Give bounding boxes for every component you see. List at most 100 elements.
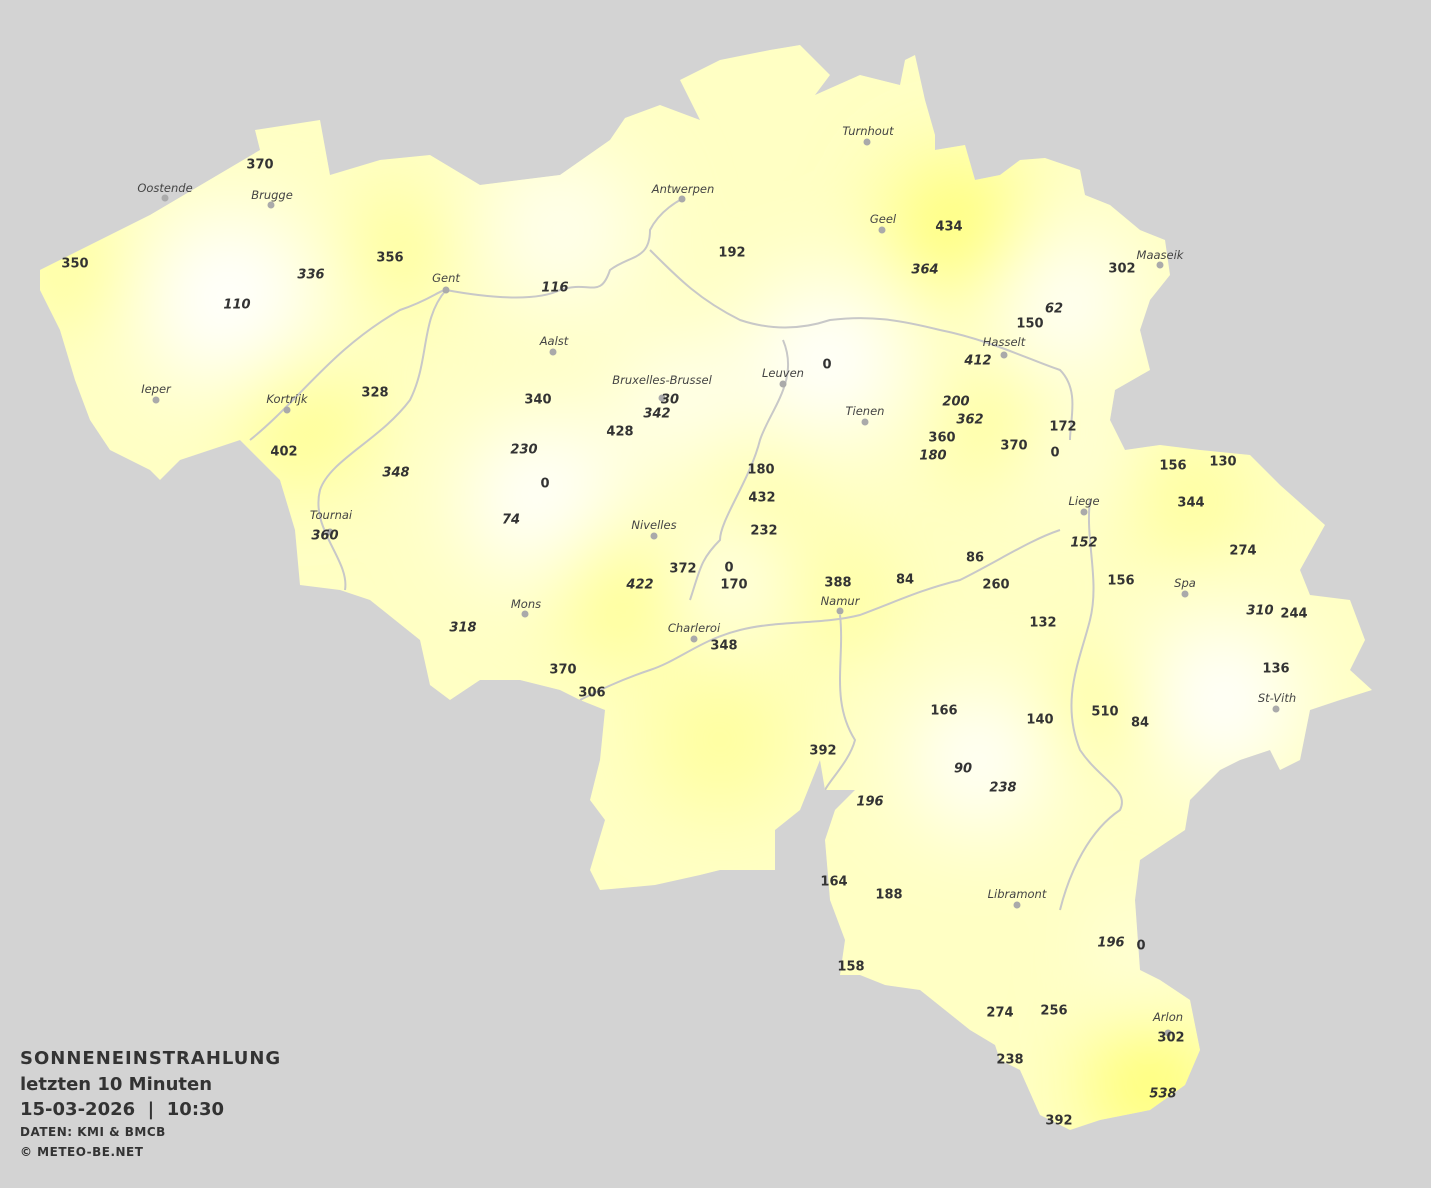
river-border-line: [824, 614, 857, 791]
station-value: 0: [1050, 446, 1059, 461]
river-border-line: [445, 198, 683, 299]
station-value: 188: [875, 888, 902, 903]
station-value: 538: [1149, 1087, 1176, 1102]
city-label: Aalst: [539, 334, 569, 348]
station-value: 344: [1177, 496, 1204, 511]
station-value: 244: [1280, 607, 1307, 622]
city-label: Ieper: [141, 382, 172, 396]
station-value: 74: [502, 513, 520, 528]
city-marker: Geel: [870, 212, 897, 234]
river-border-line: [689, 339, 790, 601]
station-value: 370: [1000, 439, 1027, 454]
station-value: 336: [297, 268, 324, 283]
city-dot: [863, 138, 871, 146]
station-value: 62: [1045, 302, 1063, 317]
station-value: 0: [724, 561, 733, 576]
station-value: 164: [820, 875, 847, 890]
city-label: Namur: [821, 594, 861, 608]
station-value: 372: [669, 562, 696, 577]
city-dot: [161, 194, 169, 202]
city-dot: [861, 418, 869, 426]
city-marker: Charleroi: [668, 621, 721, 643]
city-dot: [521, 610, 529, 618]
city-marker: Maaseik: [1137, 248, 1185, 269]
station-value: 370: [246, 158, 273, 173]
city-marker: Liege: [1068, 494, 1100, 516]
station-value: 256: [1040, 1004, 1067, 1019]
map-period: letzten 10 Minuten: [20, 1074, 213, 1095]
city-dot: [678, 195, 686, 203]
city-marker: Kortrijk: [266, 392, 309, 414]
city-dot: [1272, 705, 1280, 713]
station-value: 232: [750, 524, 777, 539]
station-value: 238: [989, 781, 1016, 796]
city-marker: Arlon: [1152, 1010, 1183, 1037]
irradiance-shade: [990, 230, 1130, 370]
map-datetime: 15-03-2026 | 10:30: [20, 1099, 225, 1120]
city-dot: [1013, 901, 1021, 909]
city-dot: [650, 532, 658, 540]
irradiance-shade: [480, 150, 640, 310]
station-value: 84: [1131, 716, 1149, 731]
river-border-line: [649, 249, 1074, 441]
station-value: 392: [809, 744, 836, 759]
city-label: Charleroi: [668, 621, 721, 635]
city-dot: [878, 226, 886, 234]
map-title: SONNENEINSTRAHLUNG: [20, 1048, 282, 1069]
station-value: 388: [824, 576, 851, 591]
irradiance-shade: [720, 460, 800, 540]
city-dot: [442, 286, 450, 294]
station-value: 306: [578, 686, 605, 701]
city-marker: Oostende: [137, 181, 193, 202]
station-value: 402: [270, 445, 297, 460]
city-label: Tienen: [846, 404, 885, 418]
irradiance-shade: [1095, 1030, 1205, 1130]
station-value: 110: [223, 298, 250, 313]
copyright: © METEO-BE.NET: [20, 1145, 144, 1159]
city-dot: [836, 607, 844, 615]
city-label: Spa: [1174, 576, 1196, 590]
city-label: Gent: [432, 271, 460, 285]
city-marker: Namur: [821, 594, 861, 615]
irradiance-shade: [950, 370, 1050, 470]
city-label: Hasselt: [983, 335, 1026, 349]
station-value: 422: [625, 578, 653, 593]
city-marker: Ieper: [141, 382, 172, 404]
city-marker: Turnhout: [842, 124, 894, 146]
station-value: 196: [1097, 936, 1124, 951]
station-value: 302: [1108, 262, 1135, 277]
irradiance-shade: [685, 525, 775, 615]
station-value: 156: [1159, 459, 1186, 474]
station-value: 432: [748, 491, 775, 506]
city-marker: Tienen: [846, 404, 885, 426]
station-value: 238: [996, 1053, 1023, 1068]
city-label: Antwerpen: [651, 182, 715, 196]
irradiance-shade: [560, 530, 680, 650]
city-dot: [1000, 351, 1008, 359]
irradiance-shade: [1140, 620, 1300, 780]
station-value: 156: [1107, 574, 1134, 589]
city-marker: Tournai: [310, 508, 353, 536]
city-marker: Hasselt: [983, 335, 1026, 359]
irradiance-shade: [240, 360, 360, 480]
station-value: 230: [510, 443, 537, 458]
station-value: 90: [954, 762, 972, 777]
station-value: 152: [1070, 536, 1097, 551]
station-value: 328: [361, 386, 388, 401]
river-border-line: [249, 288, 449, 591]
station-value: 274: [1229, 544, 1256, 559]
station-value: 84: [896, 573, 914, 588]
city-label: Brugge: [251, 188, 293, 202]
city-marker: Libramont: [988, 887, 1047, 909]
city-dot: [326, 528, 334, 536]
city-dot: [1164, 1029, 1172, 1037]
irradiance-shade: [795, 555, 885, 645]
station-value: 180: [919, 449, 946, 464]
station-value: 86: [966, 551, 984, 566]
data-source: DATEN: KMI & BMCB: [20, 1125, 166, 1139]
city-dot: [1080, 508, 1088, 516]
city-label: St-Vith: [1258, 691, 1296, 705]
city-label: Bruxelles-Brussel: [612, 373, 712, 387]
city-dot: [779, 380, 787, 388]
